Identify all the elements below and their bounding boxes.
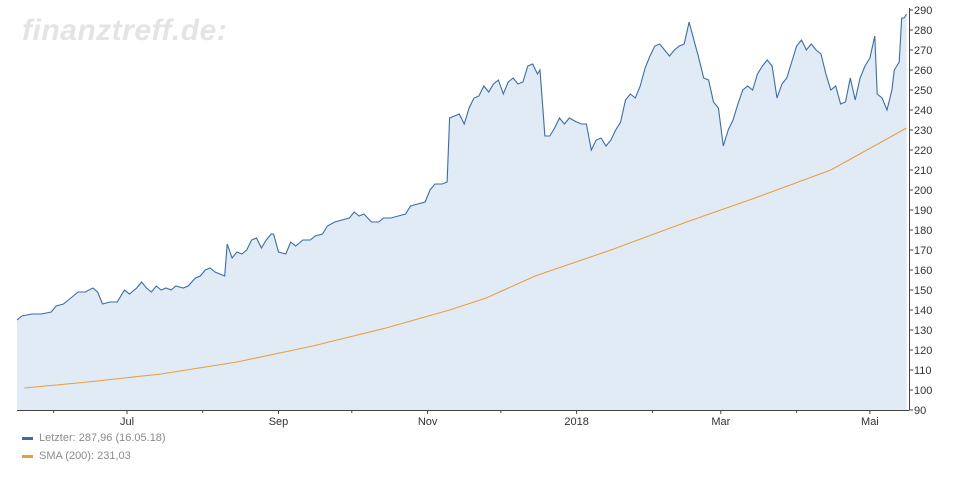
y-tick-label: 210	[914, 165, 932, 177]
y-tick-label: 290	[914, 5, 932, 17]
y-tick-label: 250	[914, 85, 932, 97]
legend-item-price: Letzter: 287,96 (16.05.18)	[22, 432, 166, 444]
y-tick-label: 90	[914, 405, 926, 417]
y-axis-ticks: 90 100 110 120 130 140 150 160 170 180 190 200 210 22…	[909, 5, 932, 417]
x-tick-label: Mar	[711, 416, 730, 428]
y-tick-label: 200	[914, 185, 932, 197]
y-tick-label: 130	[914, 325, 932, 337]
watermark: finanztreff.de:	[22, 14, 228, 47]
y-tick-label: 100	[914, 385, 932, 397]
price-area-fill	[17, 14, 907, 410]
sma-200-line	[24, 127, 907, 389]
y-tick-label: 110	[914, 365, 932, 377]
legend-label-price: Letzter: 287,96 (16.05.18)	[39, 432, 166, 444]
y-tick-label: 160	[914, 265, 932, 277]
y-tick-label: 270	[914, 45, 932, 57]
y-tick-label: 140	[914, 305, 932, 317]
price-line	[16, 13, 908, 321]
y-tick-label: 180	[914, 225, 932, 237]
y-tick-label: 150	[914, 285, 932, 297]
x-tick-label: 2018	[564, 416, 588, 428]
legend-label-sma: SMA (200): 231,03	[39, 450, 131, 462]
y-tick-label: 220	[914, 145, 932, 157]
x-axis-ticks: Jul Sep Nov 2018 Mar Mai	[53, 410, 879, 428]
y-tick-label: 240	[914, 105, 932, 117]
y-tick-label: 170	[914, 245, 932, 257]
y-tick-label: 120	[914, 345, 932, 357]
y-tick-label: 280	[914, 25, 932, 37]
legend-item-sma: SMA (200): 231,03	[22, 450, 131, 462]
y-tick-label: 260	[914, 65, 932, 77]
y-tick-label: 190	[914, 205, 932, 217]
legend-swatch-sma	[22, 454, 33, 458]
legend-swatch-price	[22, 436, 33, 440]
x-tick-label: Mai	[861, 416, 879, 428]
x-tick-label: Sep	[269, 416, 289, 428]
x-tick-label: Jul	[120, 416, 134, 428]
x-tick-label: Nov	[418, 416, 438, 428]
y-tick-label: 230	[914, 125, 932, 137]
